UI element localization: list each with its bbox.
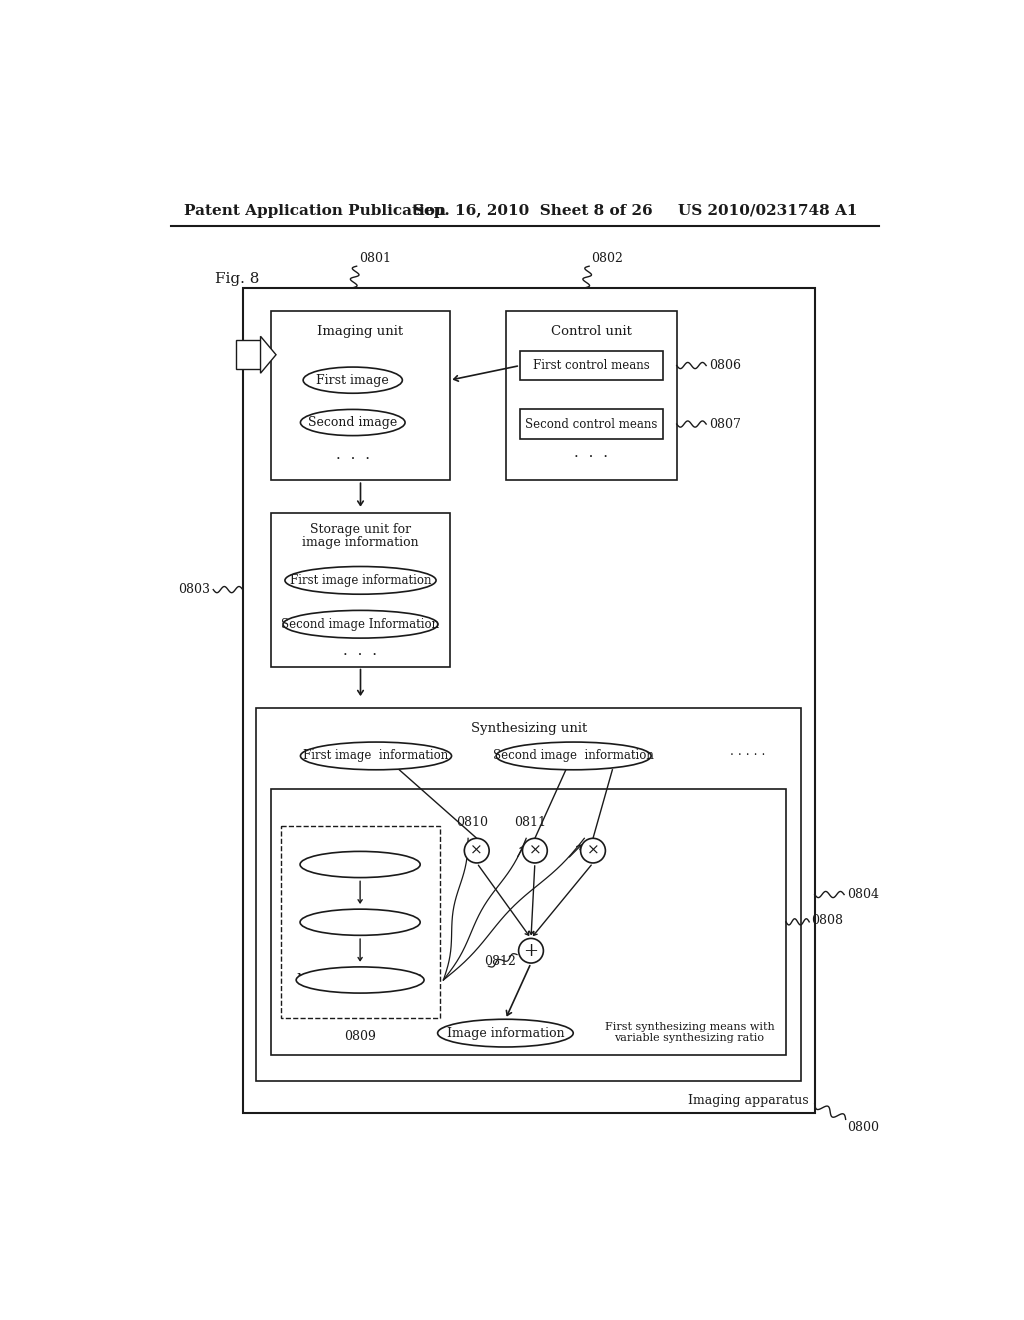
Text: Control unit: Control unit: [551, 325, 632, 338]
Ellipse shape: [300, 851, 420, 878]
Ellipse shape: [303, 367, 402, 393]
Text: First image: First image: [316, 374, 389, 387]
Text: ×: ×: [470, 843, 483, 858]
Text: 0807: 0807: [710, 417, 741, 430]
Text: Multiplier coefficient: Multiplier coefficient: [297, 973, 423, 986]
Ellipse shape: [296, 966, 424, 993]
Circle shape: [581, 838, 605, 863]
Text: First image  information: First image information: [303, 750, 449, 763]
Bar: [506, 312, 677, 480]
Text: First synthesizing means with
variable synthesizing ratio: First synthesizing means with variable s…: [604, 1022, 774, 1043]
Bar: [520, 351, 663, 380]
Text: Image information: Image information: [446, 1027, 564, 1040]
Ellipse shape: [437, 1019, 573, 1047]
Polygon shape: [260, 337, 276, 374]
Bar: [281, 826, 439, 1019]
Text: Imaging condition: Imaging condition: [306, 858, 415, 871]
Circle shape: [464, 838, 489, 863]
Ellipse shape: [283, 610, 438, 638]
Text: US 2010/0231748 A1: US 2010/0231748 A1: [678, 203, 858, 218]
Text: 0809: 0809: [344, 1030, 376, 1043]
Ellipse shape: [300, 409, 406, 436]
Text: ×: ×: [587, 843, 599, 858]
Text: 0802: 0802: [592, 252, 624, 264]
Text: 0808: 0808: [812, 913, 844, 927]
Circle shape: [518, 939, 544, 964]
Text: 0801: 0801: [359, 252, 391, 264]
Text: Storage unit for: Storage unit for: [310, 524, 411, 536]
Bar: [520, 409, 663, 438]
Text: · · · · ·: · · · · ·: [730, 750, 766, 763]
Text: Sep. 16, 2010  Sheet 8 of 26: Sep. 16, 2010 Sheet 8 of 26: [414, 203, 653, 218]
Bar: [243, 288, 815, 1113]
Text: 0806: 0806: [710, 359, 741, 372]
Ellipse shape: [300, 742, 452, 770]
Text: Imaging condition: Imaging condition: [306, 916, 415, 929]
Text: Second image Information: Second image Information: [282, 618, 439, 631]
Text: Fig. 8: Fig. 8: [215, 272, 259, 286]
Text: First control means: First control means: [534, 359, 650, 372]
Text: Imaging apparatus: Imaging apparatus: [688, 1094, 809, 1107]
Text: ·  ·  ·: · · ·: [336, 451, 370, 466]
Text: Synthesizing unit: Synthesizing unit: [471, 722, 587, 735]
Text: Imaging unit: Imaging unit: [317, 325, 403, 338]
Text: ×: ×: [528, 843, 542, 858]
Text: Patent Application Publication: Patent Application Publication: [183, 203, 445, 218]
Bar: [271, 789, 786, 1055]
Text: 0811: 0811: [514, 816, 546, 829]
Text: 0803: 0803: [178, 583, 210, 597]
Text: Second image  information: Second image information: [494, 750, 654, 763]
Text: 0804: 0804: [847, 888, 880, 902]
Bar: [256, 708, 802, 1081]
Bar: [236, 341, 260, 370]
Text: 0800: 0800: [847, 1121, 880, 1134]
Text: ·  ·  ·: · · ·: [574, 450, 608, 465]
Text: First image information: First image information: [290, 574, 431, 587]
Text: Second image: Second image: [308, 416, 397, 429]
Text: 0812: 0812: [484, 954, 516, 968]
Text: ·  ·  ·: · · ·: [343, 648, 378, 663]
Circle shape: [522, 838, 547, 863]
Text: Second control means: Second control means: [525, 417, 657, 430]
Bar: [271, 312, 450, 480]
Ellipse shape: [300, 909, 420, 936]
Ellipse shape: [285, 566, 436, 594]
Ellipse shape: [496, 742, 651, 770]
Text: image information: image information: [302, 536, 419, 549]
Bar: [271, 512, 450, 667]
Text: +: +: [523, 941, 539, 960]
Text: 0810: 0810: [456, 816, 488, 829]
